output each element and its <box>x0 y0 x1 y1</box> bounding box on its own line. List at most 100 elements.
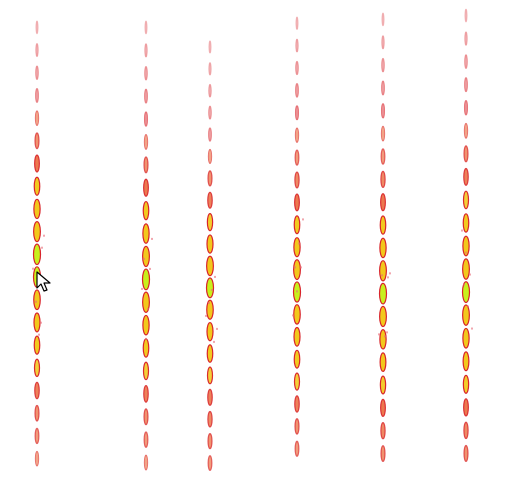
strand-segment <box>207 410 213 428</box>
strand-segment <box>34 110 40 126</box>
speckle <box>387 276 389 279</box>
strand-segment <box>207 388 213 406</box>
strand-segment <box>462 304 470 326</box>
speckle <box>32 267 34 270</box>
strand-segment <box>144 43 148 58</box>
strand-segment <box>380 103 386 119</box>
speckle <box>381 274 383 277</box>
strand-segment <box>142 291 150 313</box>
strand-segment <box>464 31 468 46</box>
strand-segment <box>206 321 214 342</box>
strand-segment <box>381 12 385 27</box>
strand-segment <box>380 445 386 463</box>
strand-segment <box>144 88 148 104</box>
strand-segment <box>143 431 149 448</box>
strand-segment <box>381 35 385 50</box>
strand-segment <box>295 16 299 30</box>
strand-1 <box>32 20 45 467</box>
speckle <box>41 246 43 249</box>
strand-segment <box>294 440 300 457</box>
strand-segment <box>142 223 150 244</box>
strand-segment <box>207 148 213 165</box>
strand-segment <box>295 38 299 53</box>
strand-segment <box>380 422 386 440</box>
strand-segment <box>33 358 41 378</box>
strand-segment <box>463 398 469 417</box>
speckle <box>216 327 218 330</box>
strand-segment <box>463 167 469 186</box>
speckle <box>205 314 207 317</box>
strand-segment <box>462 258 470 280</box>
strand-segment <box>208 83 212 98</box>
strand-segment <box>294 395 300 413</box>
strand-segment <box>380 125 386 142</box>
strand-segment <box>379 305 387 328</box>
strand-segment <box>462 374 470 394</box>
speckle <box>214 275 216 278</box>
strand-segment <box>379 260 387 282</box>
strand-segment <box>293 304 301 325</box>
strand-segment <box>207 432 213 450</box>
speckle <box>296 290 298 293</box>
speckle <box>143 257 145 260</box>
strand-segment <box>381 57 385 73</box>
strand-segment <box>293 372 301 391</box>
strand-segment <box>34 450 40 467</box>
speckle <box>213 340 215 343</box>
strand-segment <box>464 54 468 69</box>
strand-segment <box>143 408 149 426</box>
strand-segment <box>33 176 41 196</box>
strand-segment <box>293 349 301 369</box>
speckle <box>465 251 467 254</box>
speckle <box>300 266 302 269</box>
speckle <box>463 283 465 286</box>
strand-segment <box>206 213 214 232</box>
speckle <box>151 237 153 240</box>
speckle <box>461 229 463 232</box>
speckle <box>298 242 300 245</box>
strand-segment <box>462 213 470 233</box>
strand-segment <box>463 145 469 163</box>
strand-6 <box>461 8 473 463</box>
strand-segment <box>33 221 41 243</box>
strand-5 <box>378 12 391 463</box>
strand-segment <box>35 20 39 35</box>
speckle <box>294 266 296 269</box>
strand-segment <box>380 170 386 189</box>
strand-segment <box>142 361 150 381</box>
strand-segment <box>144 20 148 35</box>
strand-segment <box>463 99 469 116</box>
strand-segment <box>143 454 149 471</box>
speckle <box>292 314 294 317</box>
strand-segment <box>143 178 149 197</box>
strand-segment <box>35 88 39 103</box>
speckle <box>467 305 469 308</box>
strand-segment <box>379 237 387 259</box>
strand-segment <box>461 281 471 304</box>
strand-segment <box>462 327 470 349</box>
strand-segment <box>35 43 39 58</box>
strand-segment <box>380 193 386 212</box>
strand-4 <box>292 16 304 457</box>
strand-segment <box>208 105 212 120</box>
speckle <box>471 327 473 330</box>
strand-segment <box>34 154 40 173</box>
strand-segment <box>464 77 468 93</box>
strand-segment <box>206 255 214 277</box>
strand-segment <box>379 329 387 350</box>
strand-segment <box>293 215 301 235</box>
strand-segment <box>34 404 40 422</box>
strand-segment <box>207 191 213 209</box>
strand-segment <box>381 80 385 96</box>
strand-segment <box>205 277 215 299</box>
strand-segment <box>207 170 213 187</box>
speckle <box>384 335 386 338</box>
speckle <box>40 321 42 324</box>
speckle <box>469 273 471 276</box>
strand-segment <box>33 312 41 333</box>
strand-segment <box>206 344 214 363</box>
strand-segment <box>206 299 214 320</box>
speckle <box>302 218 304 221</box>
speckle <box>208 301 210 304</box>
